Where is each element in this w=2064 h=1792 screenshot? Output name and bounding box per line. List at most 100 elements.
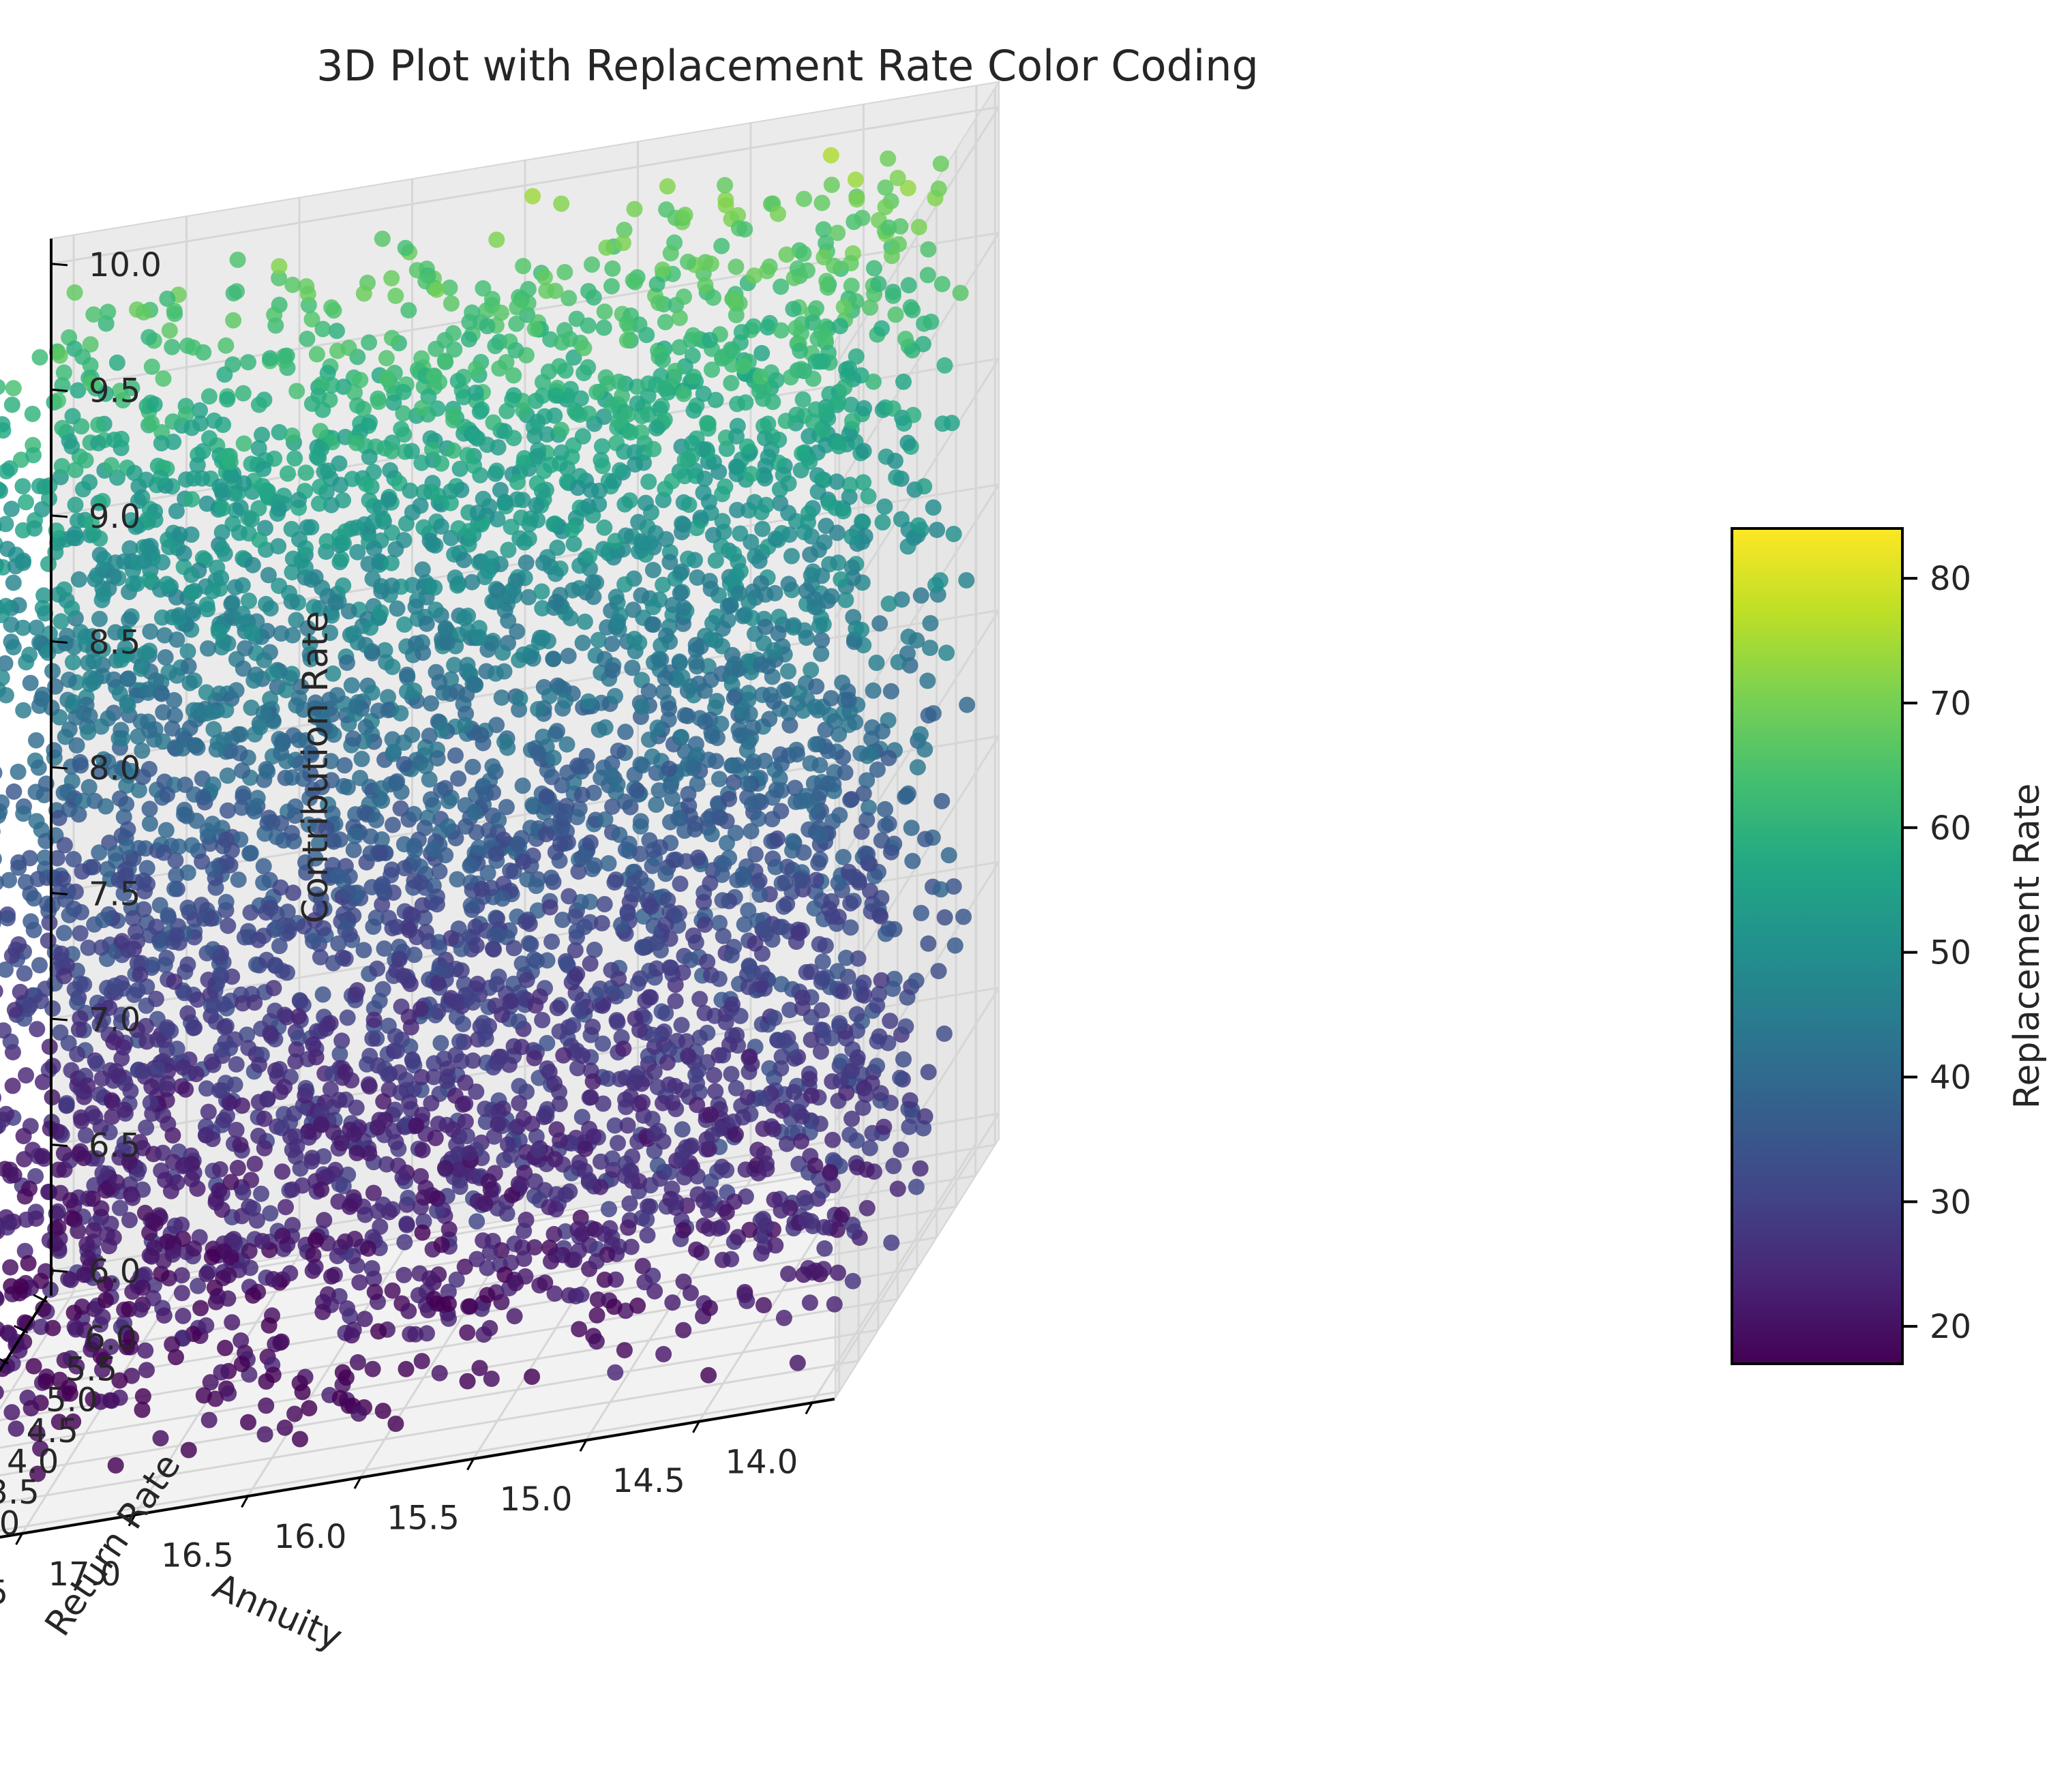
scatter-point [760, 415, 777, 432]
scatter-point [431, 674, 448, 691]
scatter-point [213, 1364, 230, 1381]
scatter-point [396, 1234, 413, 1251]
scatter-point [824, 1131, 841, 1148]
scatter-point [794, 1108, 811, 1125]
scatter-point [233, 1356, 250, 1373]
scatter-point [830, 393, 847, 410]
scatter-point [479, 865, 496, 882]
scatter-point [427, 1129, 444, 1146]
scatter-point [440, 1283, 457, 1300]
scatter-point [467, 428, 484, 445]
scatter-point [757, 618, 774, 636]
scatter-point [398, 515, 415, 532]
scatter-point [30, 759, 47, 776]
scatter-point [217, 1034, 234, 1051]
scatter-point [387, 287, 404, 304]
scatter-point [455, 389, 472, 406]
scatter-point [44, 1319, 61, 1336]
scatter-point [703, 826, 720, 843]
scatter-point [446, 341, 463, 358]
scatter-point [58, 1097, 75, 1114]
scatter-point [250, 931, 267, 949]
scatter-point [16, 965, 33, 982]
scatter-point [262, 1025, 279, 1042]
scatter-point [130, 492, 147, 509]
scatter-point [680, 550, 696, 567]
scatter-point [258, 482, 275, 499]
scatter-point [849, 1159, 866, 1176]
scatter-point [287, 1148, 304, 1165]
scatter-point [526, 1049, 543, 1066]
scatter-point [645, 917, 662, 934]
scatter-point [551, 1096, 568, 1112]
scatter-point [157, 649, 174, 666]
scatter-point [374, 230, 391, 248]
scatter-point [145, 1213, 162, 1230]
scatter-point [908, 632, 925, 649]
scatter-point [766, 1010, 783, 1026]
scatter-point [771, 770, 788, 787]
scatter-point [493, 1294, 510, 1311]
scatter-point [401, 922, 418, 939]
scatter-point [745, 719, 762, 736]
scatter-point [822, 690, 839, 706]
scatter-point [520, 935, 537, 952]
scatter-point [46, 742, 63, 759]
scatter-point [887, 306, 904, 323]
scatter-point [714, 638, 730, 655]
scatter-point [404, 1053, 421, 1070]
scatter-point [365, 540, 383, 557]
scatter-point [443, 930, 460, 946]
scatter-point [138, 860, 155, 877]
scatter-point [641, 731, 657, 748]
scatter-point [524, 188, 541, 205]
scatter-point [780, 663, 796, 680]
scatter-point [53, 952, 70, 969]
scatter-point [297, 559, 314, 576]
scatter-point [211, 1182, 228, 1199]
scatter-point [811, 757, 828, 774]
scatter-point [702, 255, 719, 272]
scatter-point [128, 923, 145, 940]
scatter-point [28, 732, 44, 749]
scatter-point [428, 601, 445, 618]
scatter-point [137, 1342, 154, 1359]
scatter-point [855, 443, 872, 460]
scatter-point [521, 915, 538, 932]
scatter-point [60, 1270, 77, 1287]
scatter-point [648, 960, 665, 977]
scatter-point [840, 691, 857, 708]
scatter-point [555, 1047, 572, 1064]
scatter-point [741, 705, 758, 722]
scatter-point [468, 824, 485, 841]
scatter-point [659, 178, 676, 195]
scatter-point [346, 1126, 363, 1142]
scatter-point [224, 1314, 241, 1331]
scatter-point [853, 621, 870, 638]
scatter-point [883, 248, 900, 265]
scatter-point [740, 902, 757, 919]
scatter-point [674, 964, 691, 981]
scatter-point [576, 613, 593, 630]
scatter-point [25, 1358, 42, 1375]
scatter-point [24, 406, 41, 422]
scatter-point [303, 1150, 320, 1167]
scatter-point [700, 751, 717, 768]
scatter-point [487, 338, 504, 355]
scatter-point [798, 262, 816, 279]
scatter-point [339, 654, 355, 671]
scatter-point [50, 1161, 67, 1178]
scatter-point [569, 757, 586, 774]
scatter-point [687, 637, 704, 653]
scatter-point [661, 760, 678, 777]
scatter-point [10, 763, 27, 780]
scatter-point [361, 449, 378, 466]
scatter-point [438, 1073, 455, 1090]
scatter-point [558, 736, 575, 753]
scatter-point [255, 858, 272, 875]
scatter-point [65, 693, 82, 711]
scatter-point [604, 260, 621, 277]
scatter-point [655, 683, 672, 700]
scatter-point [648, 934, 665, 951]
scatter-point [141, 815, 158, 832]
